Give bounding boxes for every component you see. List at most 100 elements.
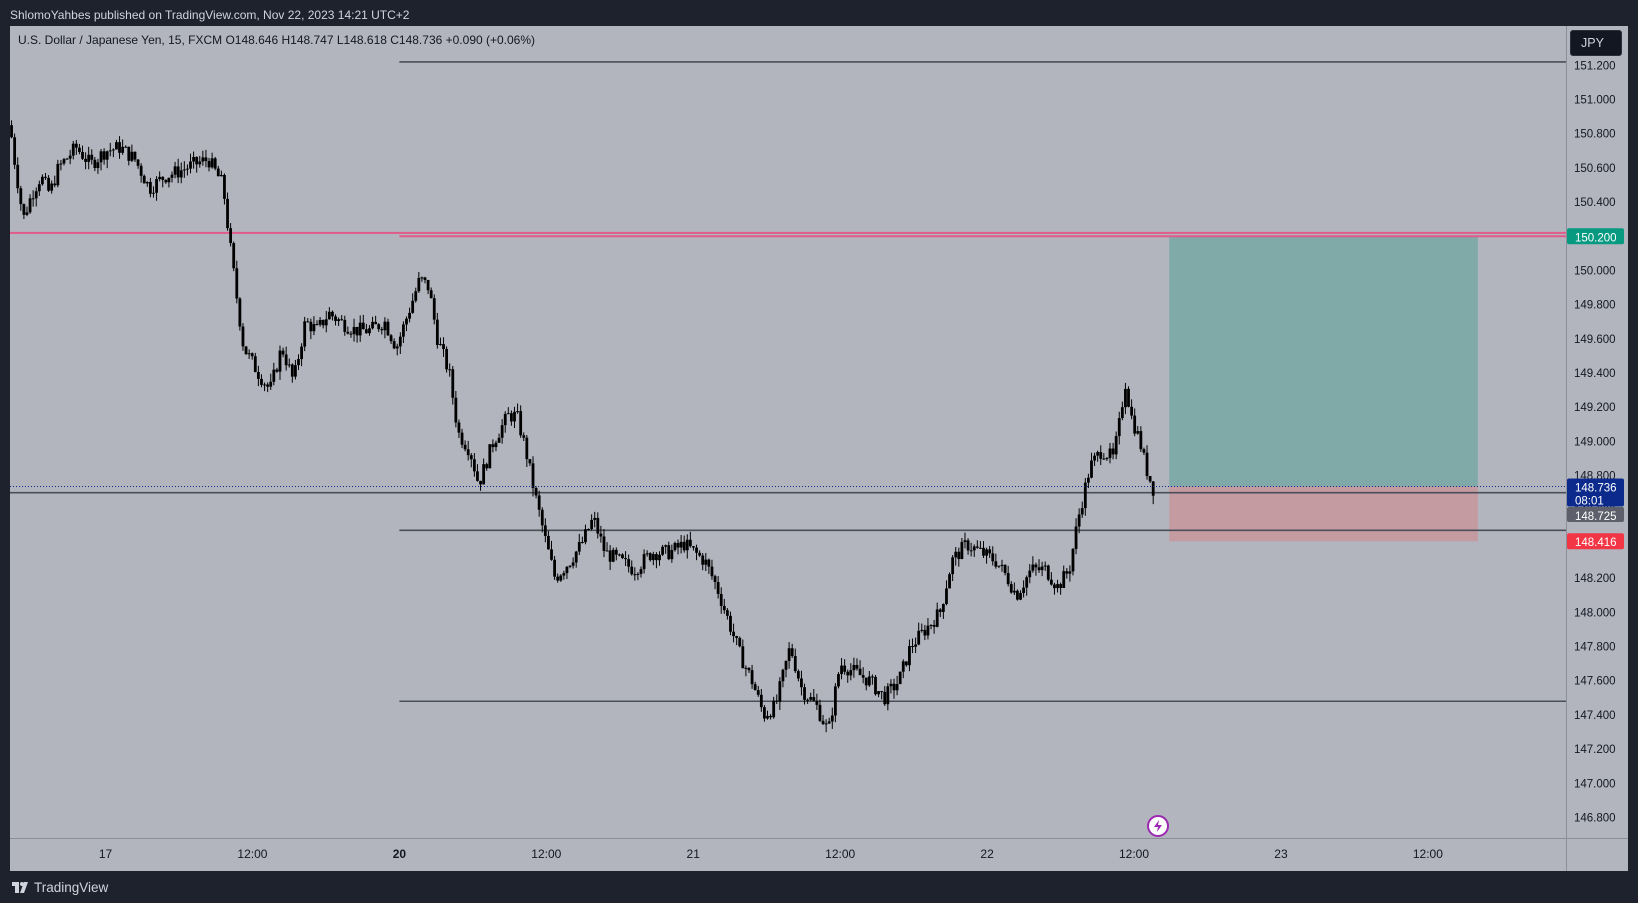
candle-body bbox=[688, 539, 692, 547]
candle-body bbox=[56, 163, 60, 186]
candle-body bbox=[874, 676, 877, 695]
candle-body bbox=[448, 369, 452, 371]
candle-body bbox=[485, 464, 489, 469]
candle-body bbox=[1145, 452, 1149, 477]
candle-body bbox=[966, 540, 970, 551]
candle-body bbox=[725, 610, 729, 616]
candle-body bbox=[445, 348, 449, 370]
candle-body bbox=[223, 174, 226, 199]
candle-body bbox=[917, 630, 921, 645]
candle-body bbox=[1056, 584, 1059, 589]
candle-body bbox=[37, 184, 41, 192]
candle-body bbox=[914, 644, 918, 647]
candle-body bbox=[1117, 418, 1121, 437]
candle-body bbox=[843, 665, 847, 672]
candle-body bbox=[260, 378, 263, 385]
footer-brand[interactable]: TradingView bbox=[34, 879, 109, 895]
candle-body bbox=[630, 566, 634, 575]
candle-body bbox=[115, 142, 118, 150]
candle-body bbox=[71, 143, 75, 156]
candle-body bbox=[179, 170, 183, 178]
candle-body bbox=[472, 459, 476, 472]
long-position-tool[interactable] bbox=[1169, 236, 1478, 542]
candle-body bbox=[932, 624, 936, 627]
candle-body bbox=[482, 464, 486, 485]
candle-body bbox=[334, 316, 337, 321]
candle-body bbox=[405, 318, 408, 325]
candle-body bbox=[867, 676, 871, 686]
candle-body bbox=[78, 147, 81, 152]
price-tick-label: 146.800 bbox=[1574, 812, 1616, 824]
candle-body bbox=[1139, 431, 1143, 450]
currency-button[interactable]: JPY bbox=[1570, 30, 1622, 56]
tradingview-logo-icon[interactable] bbox=[12, 881, 28, 893]
candle-body bbox=[68, 155, 72, 159]
candle-body bbox=[954, 551, 958, 558]
candle-body bbox=[593, 517, 597, 520]
candle-body bbox=[858, 668, 862, 676]
candle-body bbox=[198, 161, 202, 165]
price-tick-label: 150.600 bbox=[1574, 163, 1616, 175]
candle-body bbox=[719, 593, 723, 606]
candle-body bbox=[957, 551, 961, 560]
candle-body bbox=[763, 707, 766, 719]
publisher-header: ShlomoYahbes published on TradingView.co… bbox=[0, 0, 1638, 28]
time-axis[interactable] bbox=[10, 838, 1628, 839]
candle-body bbox=[975, 546, 979, 548]
candle-body bbox=[658, 554, 661, 561]
candle-body bbox=[340, 319, 344, 321]
candle-body bbox=[74, 143, 78, 148]
stop-price-badge-text: 148.416 bbox=[1575, 537, 1617, 549]
stop-zone[interactable] bbox=[1169, 486, 1478, 542]
candle-body bbox=[139, 165, 143, 176]
candle-body bbox=[809, 697, 813, 700]
candle-body bbox=[769, 715, 772, 718]
last-price-badge bbox=[1567, 478, 1624, 507]
candle-body bbox=[192, 156, 195, 162]
candle-body bbox=[830, 715, 834, 722]
candle-body bbox=[1148, 476, 1152, 482]
candle-body bbox=[1114, 436, 1118, 455]
candle-body bbox=[840, 665, 843, 675]
candle-body bbox=[1142, 449, 1146, 453]
price-tick-label: 148.000 bbox=[1574, 607, 1616, 619]
candle-body bbox=[553, 559, 556, 577]
candle-body bbox=[732, 631, 735, 637]
candle-body bbox=[417, 277, 421, 292]
candle-body bbox=[753, 684, 757, 691]
candle-body bbox=[312, 324, 316, 332]
candle-body bbox=[22, 204, 26, 215]
candle-body bbox=[460, 432, 464, 445]
candle-body bbox=[1034, 564, 1038, 568]
candle-body bbox=[784, 660, 788, 670]
candle-body bbox=[710, 566, 714, 577]
candle-body bbox=[617, 554, 621, 556]
target-zone[interactable] bbox=[1169, 236, 1478, 487]
candle-body bbox=[315, 324, 319, 326]
candle-body bbox=[506, 413, 510, 415]
candle-body bbox=[497, 437, 501, 443]
candle-body bbox=[108, 150, 112, 152]
candle-body bbox=[892, 683, 896, 691]
candle-body bbox=[574, 551, 578, 563]
candle-body bbox=[1019, 592, 1022, 600]
candle-body bbox=[645, 553, 649, 555]
candle-body bbox=[543, 525, 547, 536]
candle-body bbox=[759, 694, 763, 708]
price-tick-label: 150.800 bbox=[1574, 129, 1616, 141]
flash-icon[interactable] bbox=[1147, 815, 1169, 837]
candle-body bbox=[479, 480, 482, 485]
candle-body bbox=[352, 326, 356, 335]
candle-body bbox=[796, 671, 800, 679]
candle-body bbox=[167, 177, 171, 183]
horizontal-levels[interactable] bbox=[10, 61, 1566, 703]
candle-body bbox=[503, 413, 507, 426]
candle-body bbox=[392, 341, 396, 349]
price-series bbox=[10, 120, 1155, 733]
candle-body bbox=[318, 319, 322, 325]
candle-body bbox=[1053, 584, 1056, 589]
price-axis[interactable] bbox=[1566, 26, 1567, 871]
candle-body bbox=[559, 575, 563, 581]
candle-body bbox=[513, 411, 516, 422]
